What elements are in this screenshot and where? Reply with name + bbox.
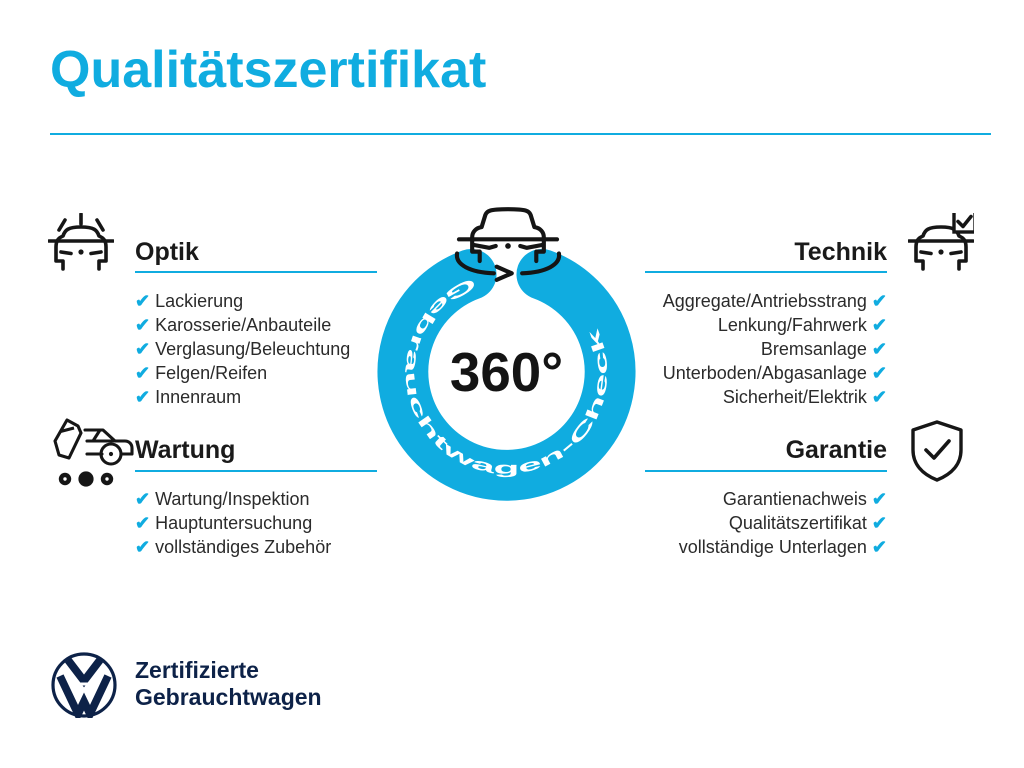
svg-text:360°: 360°: [450, 341, 563, 403]
